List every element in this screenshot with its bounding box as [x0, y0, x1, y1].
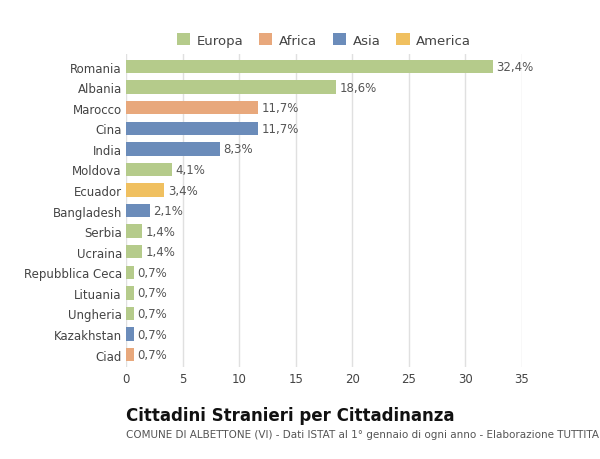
Text: COMUNE DI ALBETTONE (VI) - Dati ISTAT al 1° gennaio di ogni anno - Elaborazione : COMUNE DI ALBETTONE (VI) - Dati ISTAT al… — [126, 429, 600, 439]
Bar — [126, 123, 259, 136]
Bar — [126, 143, 220, 156]
Bar — [126, 328, 134, 341]
Text: 1,4%: 1,4% — [145, 225, 175, 238]
Text: 32,4%: 32,4% — [496, 61, 533, 74]
Text: 0,7%: 0,7% — [137, 308, 167, 320]
Text: 0,7%: 0,7% — [137, 287, 167, 300]
Text: 0,7%: 0,7% — [137, 328, 167, 341]
Bar — [126, 184, 164, 197]
Bar — [126, 204, 150, 218]
Bar — [126, 266, 134, 280]
Bar — [126, 81, 337, 95]
Text: 18,6%: 18,6% — [340, 81, 377, 95]
Bar — [126, 225, 142, 238]
Text: 0,7%: 0,7% — [137, 266, 167, 279]
Legend: Europa, Africa, Asia, America: Europa, Africa, Asia, America — [173, 30, 475, 52]
Bar — [126, 246, 142, 259]
Bar — [126, 307, 134, 320]
Bar — [126, 348, 134, 362]
Text: 2,1%: 2,1% — [153, 205, 183, 218]
Text: Cittadini Stranieri per Cittadinanza: Cittadini Stranieri per Cittadinanza — [126, 406, 455, 424]
Text: 0,7%: 0,7% — [137, 348, 167, 361]
Text: 11,7%: 11,7% — [262, 123, 299, 135]
Bar — [126, 102, 259, 115]
Text: 11,7%: 11,7% — [262, 102, 299, 115]
Bar — [126, 163, 172, 177]
Bar — [126, 61, 493, 74]
Bar — [126, 286, 134, 300]
Text: 3,4%: 3,4% — [168, 184, 197, 197]
Text: 1,4%: 1,4% — [145, 246, 175, 259]
Text: 8,3%: 8,3% — [223, 143, 253, 156]
Text: 4,1%: 4,1% — [176, 163, 206, 177]
